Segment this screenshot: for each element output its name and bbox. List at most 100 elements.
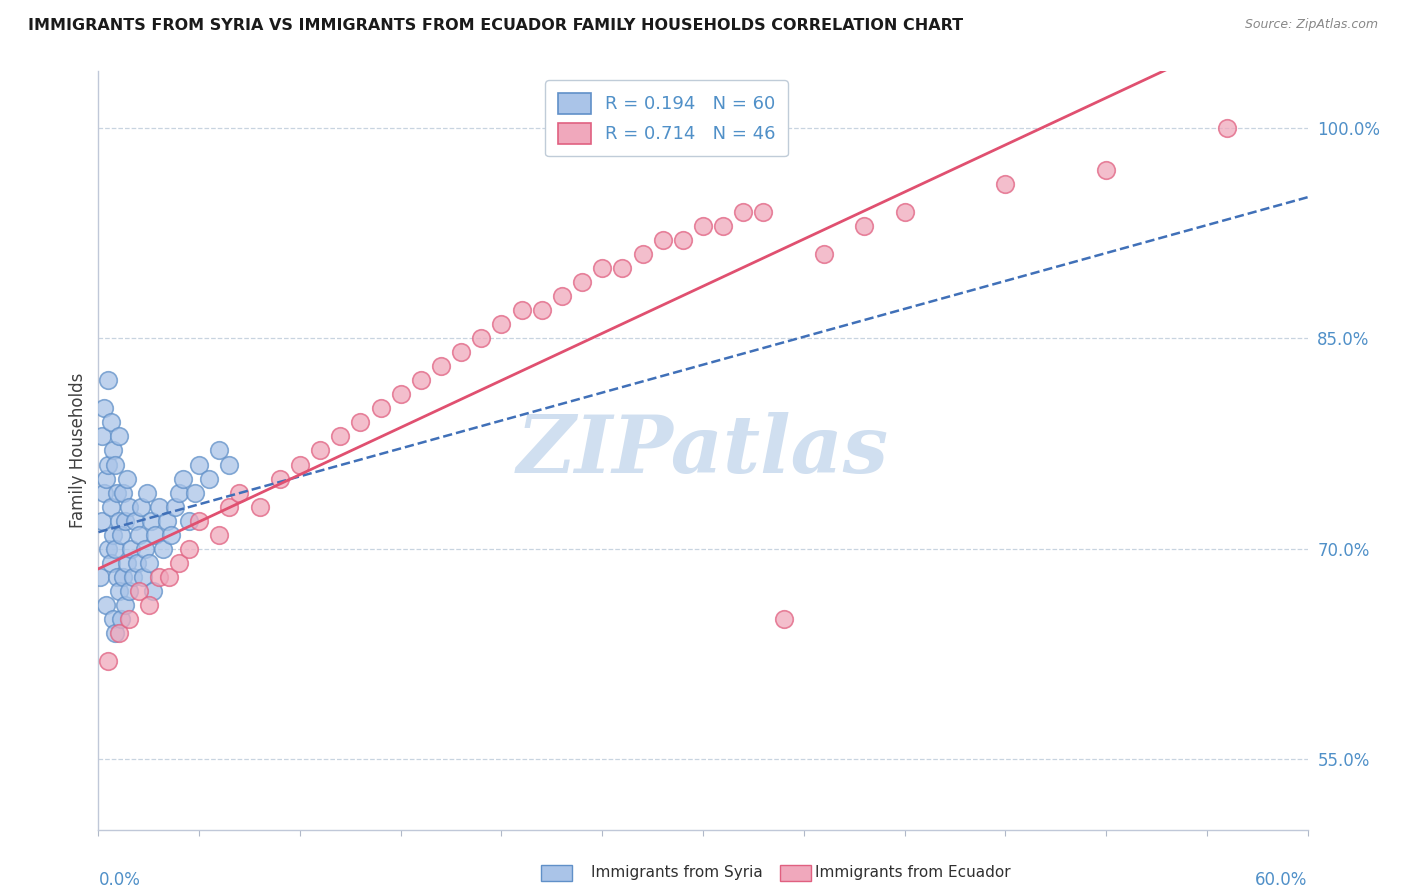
Point xyxy=(329,429,352,443)
Point xyxy=(101,443,124,458)
Point xyxy=(118,612,141,626)
Point xyxy=(91,429,114,443)
Point xyxy=(110,612,132,626)
Point xyxy=(1216,120,1239,135)
Point xyxy=(672,233,695,247)
Point xyxy=(105,485,128,500)
Point xyxy=(101,612,124,626)
Point xyxy=(853,219,876,233)
Point xyxy=(110,527,132,541)
Point xyxy=(167,556,190,570)
Point xyxy=(591,260,613,275)
Point xyxy=(571,275,593,289)
Point xyxy=(128,583,150,598)
Point xyxy=(111,485,134,500)
Point xyxy=(651,233,673,247)
Point xyxy=(470,331,492,345)
Point xyxy=(994,177,1017,191)
Point xyxy=(103,541,125,556)
Point xyxy=(132,570,155,584)
Point xyxy=(491,317,513,331)
Text: Immigrants from Ecuador: Immigrants from Ecuador xyxy=(815,865,1011,880)
Point xyxy=(120,541,142,556)
Text: Immigrants from Syria: Immigrants from Syria xyxy=(591,865,762,880)
Point xyxy=(249,500,271,514)
Point xyxy=(97,541,120,556)
Point xyxy=(139,514,162,528)
Point xyxy=(96,598,118,612)
Point xyxy=(152,541,174,556)
Point xyxy=(228,485,250,500)
Point xyxy=(107,429,129,443)
Point xyxy=(125,556,148,570)
Point xyxy=(118,500,141,514)
Point xyxy=(551,289,574,303)
Point xyxy=(100,556,122,570)
Point xyxy=(288,458,311,472)
Point xyxy=(733,204,755,219)
Point xyxy=(103,626,125,640)
Point xyxy=(97,654,120,668)
Text: Source: ZipAtlas.com: Source: ZipAtlas.com xyxy=(1244,18,1378,31)
Point xyxy=(188,514,211,528)
Point xyxy=(100,416,122,430)
Point xyxy=(93,401,115,416)
Text: 60.0%: 60.0% xyxy=(1256,871,1308,889)
Point xyxy=(208,443,231,458)
Point xyxy=(115,471,138,485)
Point xyxy=(107,583,129,598)
Point xyxy=(105,570,128,584)
Point xyxy=(107,514,129,528)
Legend: R = 0.194   N = 60, R = 0.714   N = 46: R = 0.194 N = 60, R = 0.714 N = 46 xyxy=(546,80,789,156)
Point xyxy=(450,345,472,359)
Text: 0.0%: 0.0% xyxy=(98,871,141,889)
Point xyxy=(612,260,634,275)
Point xyxy=(128,527,150,541)
Point xyxy=(138,598,160,612)
Y-axis label: Family Households: Family Households xyxy=(69,373,87,528)
Point xyxy=(97,458,120,472)
Point xyxy=(198,471,221,485)
Point xyxy=(370,401,392,416)
Point xyxy=(114,514,136,528)
Point xyxy=(91,514,114,528)
Point xyxy=(430,359,453,374)
Point xyxy=(218,458,240,472)
Point xyxy=(135,485,157,500)
Point xyxy=(93,485,115,500)
Point xyxy=(134,541,156,556)
Point xyxy=(179,541,201,556)
Point xyxy=(115,556,138,570)
Point xyxy=(107,626,129,640)
Point xyxy=(114,598,136,612)
Point xyxy=(269,471,291,485)
Point xyxy=(100,500,122,514)
Point xyxy=(349,416,371,430)
Point xyxy=(157,570,180,584)
Point xyxy=(409,373,432,387)
Point xyxy=(96,471,118,485)
Point xyxy=(167,485,190,500)
Point xyxy=(692,219,714,233)
Point xyxy=(118,583,141,598)
Point xyxy=(510,303,533,318)
Point xyxy=(530,303,553,318)
Text: IMMIGRANTS FROM SYRIA VS IMMIGRANTS FROM ECUADOR FAMILY HOUSEHOLDS CORRELATION C: IMMIGRANTS FROM SYRIA VS IMMIGRANTS FROM… xyxy=(28,18,963,33)
Point xyxy=(172,471,194,485)
Point xyxy=(129,500,152,514)
Point xyxy=(631,247,654,261)
Point xyxy=(142,583,165,598)
Point xyxy=(218,500,240,514)
Point xyxy=(89,570,111,584)
Point xyxy=(156,514,179,528)
Point xyxy=(184,485,207,500)
Point xyxy=(143,527,166,541)
Point xyxy=(752,204,775,219)
Point xyxy=(148,570,170,584)
Point xyxy=(813,247,835,261)
Point xyxy=(711,219,734,233)
Point xyxy=(138,556,160,570)
Point xyxy=(121,570,143,584)
Point xyxy=(179,514,201,528)
Point xyxy=(893,204,915,219)
